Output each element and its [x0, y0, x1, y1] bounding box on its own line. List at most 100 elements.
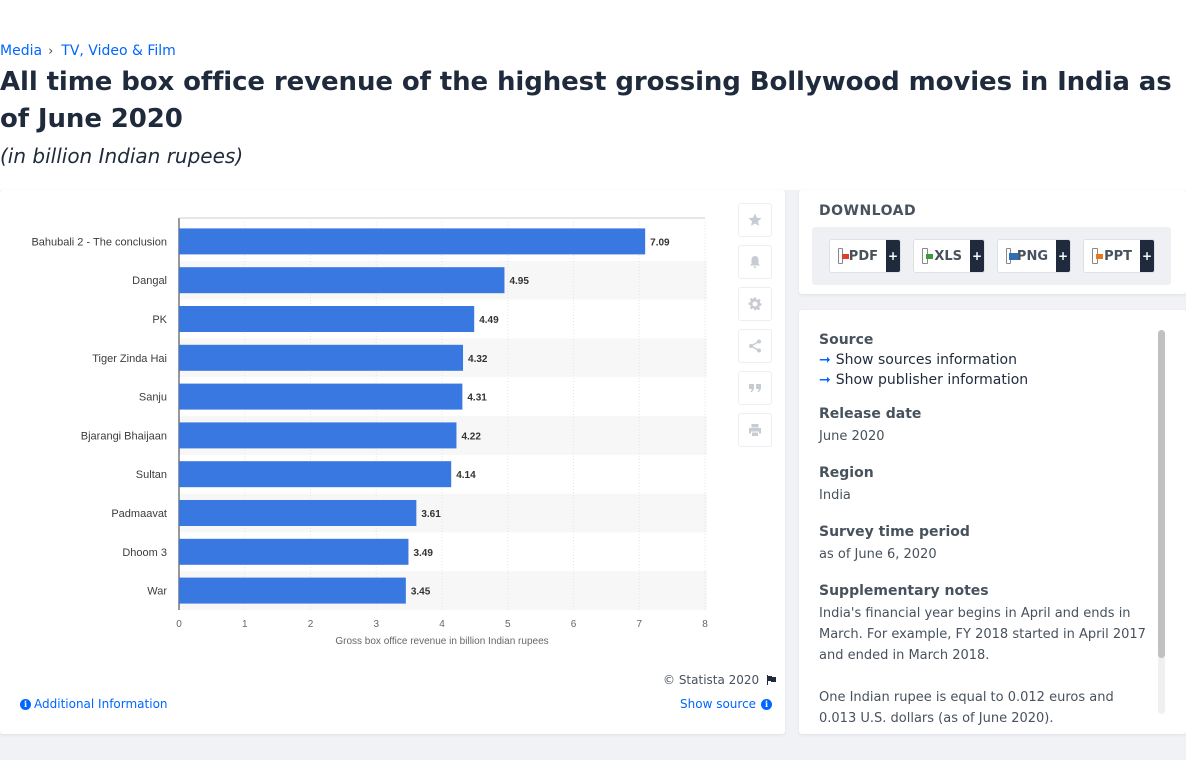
x-tick-label: 8 [702, 619, 708, 630]
show-sources-label: Show sources information [835, 352, 1017, 368]
bar[interactable] [179, 577, 406, 604]
download-xls-button[interactable]: XLS + [913, 239, 985, 273]
bar[interactable] [179, 461, 452, 488]
pdf-plus-icon: + [886, 240, 900, 272]
statistic-details: Source ➞ Show sources information ➞ Show… [819, 332, 1149, 734]
star-icon [748, 213, 762, 226]
chart-card: Bahubali 2 - The conclusion 7.09 Dangal 4.9… [0, 190, 785, 734]
x-tick-label: 1 [242, 619, 248, 630]
pdf-label: PDF [848, 248, 878, 264]
category-label: Tiger Zinda Hai [92, 353, 167, 365]
bar[interactable] [179, 267, 505, 294]
info-icon: i [20, 698, 31, 710]
info-scrollbar-thumb[interactable] [1158, 330, 1165, 658]
breadcrumb: Media › TV, Video & Film [0, 43, 176, 59]
show-source-label: Show source [680, 697, 757, 711]
breadcrumb-separator: › [48, 43, 54, 59]
x-tick-label: 4 [439, 619, 445, 630]
region-value: India [819, 488, 851, 503]
bar[interactable] [179, 228, 646, 255]
show-publisher-link[interactable]: ➞ Show publisher information [819, 372, 1149, 388]
x-tick-label: 3 [373, 619, 379, 630]
x-tick-label: 0 [176, 619, 182, 630]
x-axis-title: Gross box office revenue in billion Indi… [335, 636, 548, 647]
xls-label: XLS [934, 248, 962, 264]
bar[interactable] [179, 538, 409, 565]
category-label: Dangal [132, 275, 167, 287]
bar[interactable] [179, 383, 463, 410]
share-button[interactable] [738, 329, 772, 363]
cite-button[interactable] [738, 371, 772, 405]
pdf-file-icon [838, 248, 849, 264]
value-label: 4.49 [479, 315, 499, 326]
download-pdf-button[interactable]: PDF + [829, 239, 901, 273]
x-tick-label: 7 [636, 619, 642, 630]
x-tick-label: 2 [308, 619, 314, 630]
value-label: 4.14 [456, 470, 476, 481]
additional-information-label: Additional Information [34, 697, 168, 711]
show-publisher-label: Show publisher information [835, 372, 1029, 388]
top-navigation-bar [0, 0, 1186, 36]
copyright: © Statista 2020 [663, 673, 777, 687]
download-png-button[interactable]: PNG + [997, 239, 1071, 273]
value-label: 3.61 [421, 509, 441, 520]
bar[interactable] [179, 306, 475, 332]
page-title: All time box office revenue of the highe… [0, 67, 1172, 134]
flag-icon[interactable] [765, 674, 777, 686]
bell-icon [750, 256, 760, 268]
ppt-file-icon [1092, 248, 1103, 264]
xls-plus-icon: + [970, 240, 984, 272]
show-source-link[interactable]: Show source i [680, 697, 773, 711]
settings-button[interactable] [738, 287, 772, 321]
share-icon [749, 339, 761, 353]
ppt-plus-icon: + [1140, 240, 1154, 272]
category-label: Dhoom 3 [122, 547, 167, 559]
png-label: PNG [1016, 248, 1048, 264]
statistic-info-panel: Source ➞ Show sources information ➞ Show… [799, 310, 1186, 734]
category-label: Padmaavat [111, 508, 167, 520]
png-file-icon [1006, 248, 1018, 264]
breadcrumb-item-tv-video-film[interactable]: TV, Video & Film [61, 43, 176, 59]
release-date-value: June 2020 [819, 429, 885, 444]
breadcrumb-item-media[interactable]: Media [0, 43, 43, 59]
copyright-text: © Statista 2020 [663, 673, 760, 687]
supplementary-note-2: One Indian rupee is equal to 0.012 euros… [819, 690, 1114, 726]
download-title: DOWNLOAD [819, 203, 917, 219]
category-label: Sanju [139, 392, 167, 404]
favorite-button[interactable] [738, 203, 772, 237]
page-header [0, 36, 1186, 190]
gear-icon [748, 297, 762, 311]
value-label: 4.22 [461, 431, 481, 442]
chart-tools [738, 203, 772, 455]
category-label: Bjarangi Bhaijaan [81, 430, 167, 442]
download-buttons: PDF + XLS + PNG + PPT + [812, 227, 1171, 285]
bar[interactable] [179, 422, 457, 449]
print-icon [749, 424, 761, 436]
notification-button[interactable] [738, 245, 772, 279]
bar[interactable] [179, 344, 464, 371]
x-tick-label: 6 [571, 619, 577, 630]
category-label: Sultan [136, 469, 167, 481]
show-sources-link[interactable]: ➞ Show sources information [819, 352, 1149, 368]
supplementary-notes-heading: Supplementary notes [819, 583, 989, 599]
download-ppt-button[interactable]: PPT + [1083, 239, 1155, 273]
bar[interactable] [179, 500, 417, 526]
value-label: 4.31 [467, 393, 487, 404]
value-label: 3.45 [411, 587, 431, 598]
additional-information-link[interactable]: i Additional Information [20, 697, 168, 711]
supplementary-note-1: India's financial year begins in April a… [819, 606, 1146, 663]
value-label: 4.95 [509, 276, 529, 287]
x-tick-label: 5 [505, 619, 511, 630]
category-label: PK [152, 314, 167, 326]
xls-file-icon [922, 248, 933, 264]
quote-icon [749, 384, 761, 392]
release-date-heading: Release date [819, 406, 922, 422]
bar-chart: Bahubali 2 - The conclusion 7.09 Dangal 4.9… [31, 217, 708, 647]
value-label: 3.49 [413, 548, 433, 559]
value-label: 7.09 [650, 237, 670, 248]
source-heading: Source [819, 332, 874, 348]
print-button[interactable] [738, 413, 772, 447]
region-heading: Region [819, 465, 874, 481]
value-label: 4.32 [468, 354, 488, 365]
survey-period-heading: Survey time period [819, 524, 970, 540]
